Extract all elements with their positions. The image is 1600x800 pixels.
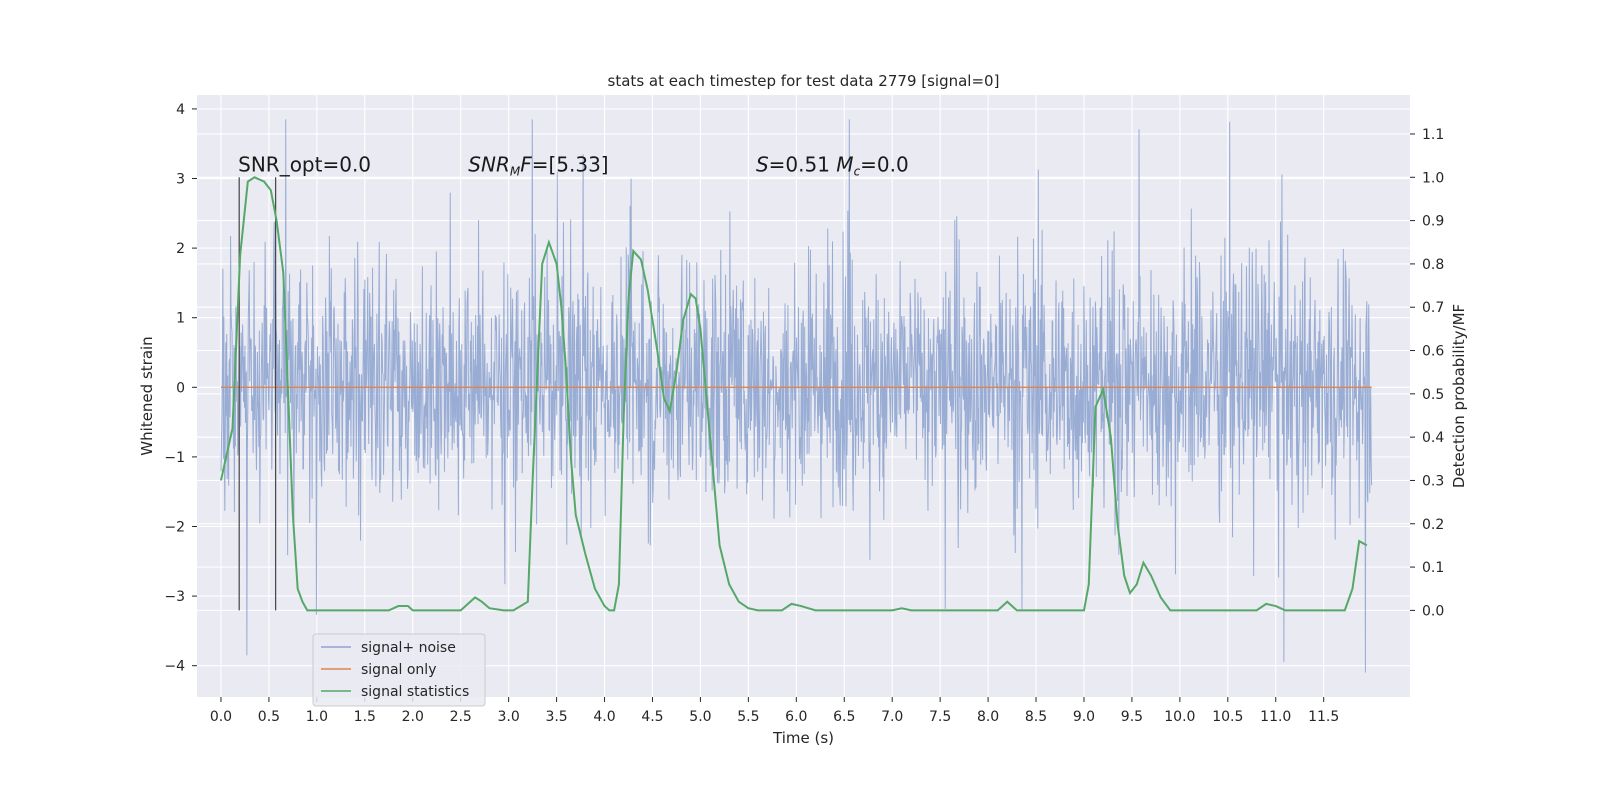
x-tick-label: 11.5	[1308, 709, 1339, 725]
y-right-tick-label: 0.2	[1422, 517, 1444, 533]
x-tick-label: 9.0	[1073, 709, 1095, 725]
y-right-tick-label: 0.4	[1422, 430, 1444, 446]
annotations: SNR_opt=0.0 SNRMF=[5.33] S=0.51 Mc=0.0	[238, 153, 909, 179]
x-tick-label: 4.5	[641, 709, 663, 725]
y-tick-label: 3	[176, 172, 185, 188]
legend-label-signal-only: signal only	[361, 662, 436, 678]
x-tick-label: 0.0	[210, 709, 232, 725]
x-tick-label: 10.5	[1212, 709, 1243, 725]
y-tick-label: 2	[176, 241, 185, 257]
legend: signal+ noise signal only signal statist…	[312, 633, 486, 707]
y-right-tick-label: 0.8	[1422, 257, 1444, 273]
x-tick-label: 9.5	[1121, 709, 1143, 725]
x-tick-label: 5.5	[737, 709, 759, 725]
y-right-tick-label: 0.6	[1422, 344, 1444, 360]
x-tick-label: 10.0	[1164, 709, 1195, 725]
y-right-tick-label: 0.9	[1422, 214, 1444, 230]
x-tick-label: 1.0	[306, 709, 328, 725]
y-tick-label: −2	[164, 519, 185, 535]
legend-label-signal-statistics: signal statistics	[361, 684, 469, 700]
vertical-markers	[238, 177, 277, 611]
annotation-snr-opt: SNR_opt=0.0	[238, 153, 371, 177]
legend-box	[312, 633, 486, 707]
x-tick-label: 8.5	[1025, 709, 1047, 725]
y-right-tick-label: 1.0	[1422, 170, 1444, 186]
x-tick-label: 4.0	[593, 709, 615, 725]
y-tick-label: 1	[176, 311, 185, 327]
annotation-snr-mf: SNRMF=[5.33]	[468, 153, 608, 179]
y-tick-label: −4	[164, 659, 185, 675]
signal-noise-series	[220, 119, 1373, 673]
signal-statistics-line	[219, 176, 1368, 612]
x-tick-label: 8.0	[977, 709, 999, 725]
y-right-tick-label: 0.5	[1422, 387, 1444, 403]
x-tick-label: 6.0	[785, 709, 807, 725]
x-tick-label: 11.0	[1260, 709, 1291, 725]
x-tick-label: 7.5	[929, 709, 951, 725]
y-tick-label: 4	[176, 102, 185, 118]
axes: 0.0 0.5 1.0 1.5 2.0 2.5 3.0 3.5 4.0 4.5 5.0 5.5 6.0 6…	[164, 102, 1444, 725]
x-tick-label: 1.5	[354, 709, 376, 725]
y-right-tick-label: 0.0	[1422, 603, 1444, 619]
signal-noise-line	[220, 119, 1373, 673]
y-axis-title: Whitened strain	[138, 336, 156, 455]
y-right-tick-label: 0.3	[1422, 473, 1444, 489]
x-tick-label: 5.0	[689, 709, 711, 725]
legend-label-signal-noise: signal+ noise	[361, 640, 456, 656]
x-axis-title: Time (s)	[772, 729, 834, 747]
y-right-tick-label: 1.1	[1422, 127, 1444, 143]
annotation-s-mc: S=0.51 Mc=0.0	[756, 153, 909, 179]
y-tick-label: 0	[176, 380, 185, 396]
y-right-tick-label: 0.1	[1422, 560, 1444, 576]
x-tick-label: 7.0	[881, 709, 903, 725]
x-tick-label: 0.5	[258, 709, 280, 725]
x-tick-label: 2.0	[402, 709, 424, 725]
y-tick-label: −1	[164, 450, 185, 466]
y-axis-right-title: Detection probability/MF	[1450, 304, 1468, 488]
x-tick-label: 3.5	[545, 709, 567, 725]
chart-title: stats at each timestep for test data 277…	[608, 72, 1000, 90]
x-tick-label: 3.0	[498, 709, 520, 725]
signal-statistics-series	[219, 176, 1368, 612]
x-tick-label: 2.5	[450, 709, 472, 725]
y-right-tick-label: 0.7	[1422, 300, 1444, 316]
x-tick-label: 6.5	[833, 709, 855, 725]
y-tick-label: −3	[164, 589, 185, 605]
